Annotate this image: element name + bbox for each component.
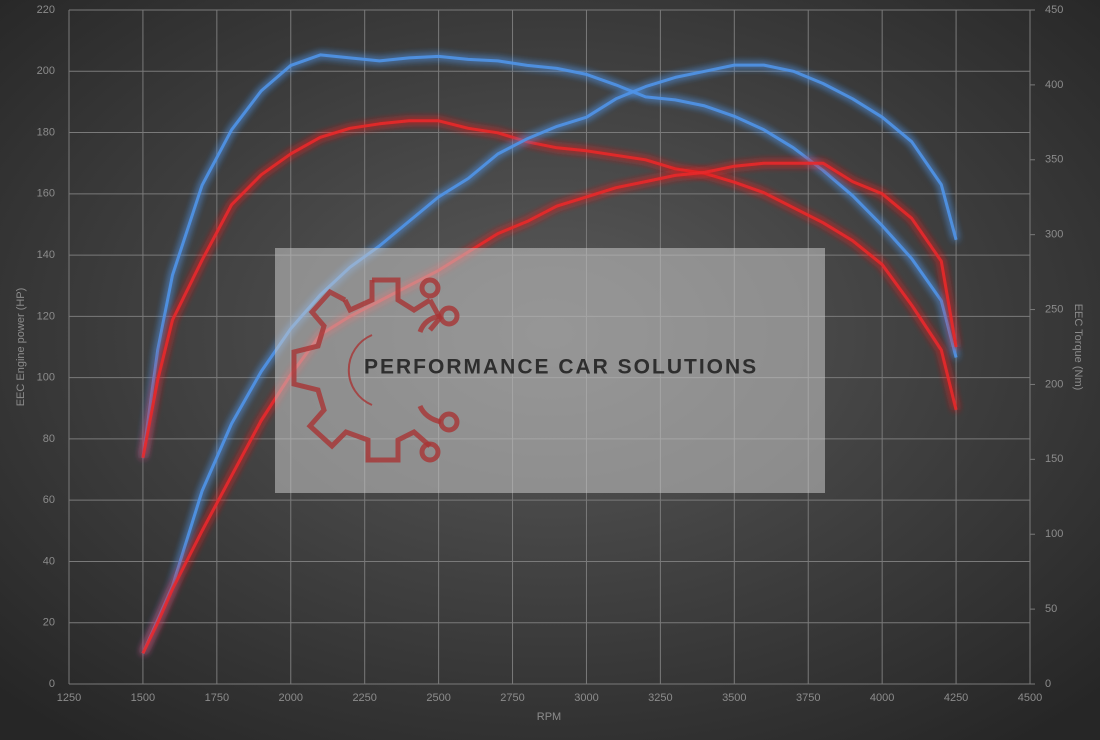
y2-tick-label: 0 [1045, 678, 1051, 690]
x-tick-label: 1500 [131, 692, 155, 704]
y-axis-title: EEC Engine power (HP) [15, 288, 27, 407]
x-tick-label: 2500 [426, 692, 450, 704]
x-axis-title: RPM [537, 711, 561, 723]
x-tick-label: 3750 [796, 692, 820, 704]
series-line [141, 63, 958, 655]
watermark: PERFORMANCE CAR SOLUTIONS [275, 248, 825, 493]
y-tick-label: 160 [37, 188, 55, 200]
y2-tick-label: 450 [1045, 4, 1063, 16]
y-tick-label: 120 [37, 310, 55, 322]
y2-tick-label: 400 [1045, 79, 1063, 91]
y2-tick-label: 350 [1045, 154, 1063, 166]
watermark-text: PERFORMANCE CAR SOLUTIONS [364, 356, 758, 379]
y2-tick-label: 250 [1045, 303, 1063, 315]
x-tick-label: 4000 [870, 692, 894, 704]
y-tick-label: 180 [37, 126, 55, 138]
x-tick-label: 2000 [279, 692, 303, 704]
x-tick-label: 4500 [1018, 692, 1042, 704]
x-tick-label: 1250 [57, 692, 81, 704]
x-tick-label: 2750 [500, 692, 524, 704]
y2-tick-label: 300 [1045, 229, 1063, 241]
y2-axis-title: EEC Torque (Nm) [1072, 304, 1084, 391]
y2-tick-label: 50 [1045, 603, 1057, 615]
series-line [141, 119, 958, 459]
x-tick-label: 3250 [648, 692, 672, 704]
series-line [141, 161, 958, 655]
y-tick-label: 100 [37, 372, 55, 384]
plot-lines [141, 53, 958, 655]
x-tick-label: 2250 [352, 692, 376, 704]
x-tick-label: 4250 [944, 692, 968, 704]
y-tick-label: 80 [43, 433, 55, 445]
y-tick-label: 140 [37, 249, 55, 261]
y-tick-label: 200 [37, 65, 55, 77]
series-line [141, 53, 958, 459]
watermark-logo [291, 277, 460, 463]
y-tick-label: 60 [43, 494, 55, 506]
y-tick-label: 20 [43, 617, 55, 629]
y2-tick-label: 150 [1045, 453, 1063, 465]
x-tick-label: 3000 [574, 692, 598, 704]
y-tick-label: 40 [43, 555, 55, 567]
y-tick-label: 0 [49, 678, 55, 690]
y2-tick-label: 200 [1045, 378, 1063, 390]
y2-tick-label: 100 [1045, 528, 1063, 540]
x-tick-label: 3500 [722, 692, 746, 704]
x-tick-label: 1750 [205, 692, 229, 704]
y-tick-label: 220 [37, 4, 55, 16]
